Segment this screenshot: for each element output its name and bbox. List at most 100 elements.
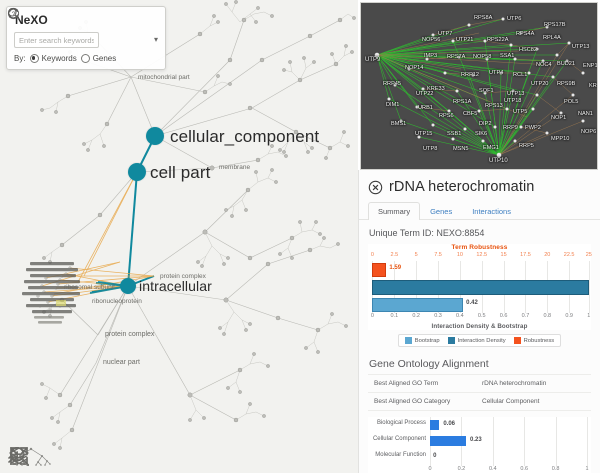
network-label-cellular-component: cellular_component bbox=[170, 127, 320, 146]
top-tick-3: 7.5 bbox=[434, 252, 442, 258]
go-bar-biological-process[interactable] bbox=[430, 420, 440, 430]
gene-interaction-network[interactable]: .g{stroke:#2fbf2f;stroke-width:.55;fill:… bbox=[360, 2, 598, 170]
go-tick-4: 0.8 bbox=[551, 466, 560, 472]
node-label-protein-complex: protein complex bbox=[105, 331, 155, 338]
go-value-biological-process: 0.06 bbox=[443, 420, 456, 427]
network-overview-button[interactable] bbox=[8, 445, 159, 467]
top-tick-4: 10 bbox=[456, 252, 463, 258]
radio-genes-label: Genes bbox=[92, 54, 117, 63]
bar-bootstrap[interactable] bbox=[372, 298, 464, 312]
table-row: Best Aligned GO Category Cellular Compon… bbox=[368, 393, 591, 411]
legend-item-interaction-density[interactable]: Interaction Density bbox=[447, 337, 506, 344]
detail-panel: rDNA heterochromatin Summary Genes Inter… bbox=[358, 170, 600, 473]
network-label-intracellular: intracellular bbox=[139, 278, 212, 294]
go-tick-0: 0 bbox=[428, 466, 432, 472]
search-icon[interactable] bbox=[8, 8, 116, 47]
go-cat-molecular-function: Molecular Function bbox=[375, 452, 426, 458]
top-tick-2: 5 bbox=[414, 252, 418, 258]
chart-legend: Bootstrap Interaction Density Robustness bbox=[397, 334, 562, 347]
go-alignment-table: Best Aligned GO Term rDNA heterochromati… bbox=[368, 374, 591, 411]
network-node-cellular-component[interactable] bbox=[146, 127, 164, 145]
legend-item-bootstrap[interactable]: Bootstrap bbox=[404, 337, 440, 344]
bot-tick-9: 0.9 bbox=[565, 313, 573, 319]
detail-header: rDNA heterochromatin bbox=[359, 170, 600, 199]
network-node-intracellular[interactable] bbox=[120, 278, 136, 294]
go-category-value: Cellular Component bbox=[482, 398, 540, 405]
ontology-network-graph: .e{stroke:#b9b9b4;stroke-width:.6;fill:n… bbox=[22, 0, 356, 450]
bot-tick-8: 0.8 bbox=[543, 313, 552, 319]
node-label-mitochondrial-part: mitochondrial part bbox=[138, 74, 190, 81]
layers-button[interactable] bbox=[9, 445, 194, 467]
tab-interactions[interactable]: Interactions bbox=[472, 207, 511, 216]
search-by-label: By: bbox=[14, 54, 26, 63]
go-value-molecular-function: 0 bbox=[433, 452, 437, 459]
detail-tabs: Summary Genes Interactions bbox=[359, 201, 600, 220]
chart-bottom-axis-title: Interaction Density & Bootstrap bbox=[431, 323, 528, 330]
bot-tick-0: 0 bbox=[370, 313, 374, 319]
top-tick-0: 0 bbox=[370, 252, 374, 258]
go-row-molecular-function: Molecular Function bbox=[368, 449, 591, 465]
canvas-toolbar bbox=[8, 445, 194, 467]
go-alignment-chart: Biological Process Cellular Component Mo… bbox=[368, 417, 591, 473]
bot-tick-2: 0.2 bbox=[412, 313, 420, 319]
bot-tick-3: 0.3 bbox=[434, 313, 442, 319]
go-value-cellular-component: 0.23 bbox=[470, 436, 482, 443]
bar-robustness[interactable] bbox=[372, 263, 387, 277]
go-tick-5: 1 bbox=[585, 466, 589, 472]
top-tick-6: 15 bbox=[500, 252, 507, 258]
bar-interaction-density[interactable] bbox=[372, 280, 589, 295]
radio-genes[interactable] bbox=[80, 54, 90, 63]
chart-plot-area: 1.59 0.42 bbox=[368, 261, 591, 313]
go-term-key: Best Aligned GO Term bbox=[374, 380, 439, 387]
search-by-keywords-radio[interactable]: Keywords bbox=[29, 54, 77, 63]
svg-text:?: ? bbox=[12, 11, 16, 18]
top-tick-7: 17.5 bbox=[520, 252, 531, 258]
legend-label-interaction-density: Interaction Density bbox=[457, 337, 506, 344]
chevron-down-icon[interactable]: ▾ bbox=[153, 35, 158, 44]
chart-bottom-axis: 0 0.1 0.2 0.3 0.4 0.5 0.6 0.7 0.8 0.9 1 bbox=[368, 313, 591, 322]
go-bar-cellular-component[interactable] bbox=[430, 436, 467, 446]
top-tick-9: 22.5 bbox=[563, 252, 575, 258]
radio-keywords[interactable] bbox=[29, 54, 39, 63]
help-icon[interactable]: ? bbox=[7, 7, 150, 47]
top-tick-1: 2.5 bbox=[390, 252, 399, 258]
legend-item-robustness[interactable]: Robustness bbox=[513, 337, 555, 344]
app-title: NeXO bbox=[15, 13, 48, 27]
go-alignment-title: Gene Ontology Alignment bbox=[369, 358, 489, 370]
chart-top-axis: 0 2.5 5 7.5 10 12.5 15 17.5 20 22.5 25 bbox=[368, 252, 592, 261]
legend-swatch-interaction-density bbox=[447, 337, 455, 344]
search-input[interactable] bbox=[14, 32, 99, 48]
go-category-key: Best Aligned GO Category bbox=[374, 398, 451, 405]
legend-label-robustness: Robustness bbox=[523, 337, 555, 344]
legend-label-bootstrap: Bootstrap bbox=[414, 337, 440, 344]
reset-icon[interactable] bbox=[8, 8, 133, 47]
bot-tick-6: 0.6 bbox=[499, 313, 508, 319]
close-circle-icon[interactable] bbox=[368, 180, 383, 195]
go-cat-cellular-component: Cellular Component bbox=[372, 436, 426, 442]
bot-tick-5: 0.5 bbox=[477, 313, 486, 319]
radio-keywords-label: Keywords bbox=[41, 54, 77, 63]
bar-value-bootstrap: 0.42 bbox=[466, 300, 478, 306]
search-by-genes-radio[interactable]: Genes bbox=[80, 54, 117, 63]
node-label-nuclear-part: nuclear part bbox=[103, 359, 140, 366]
detail-title: rDNA heterochromatin bbox=[389, 179, 535, 195]
go-tick-1: 0.2 bbox=[457, 466, 466, 472]
top-tick-8: 20 bbox=[544, 252, 551, 258]
bot-tick-10: 1 bbox=[587, 313, 591, 319]
tab-summary[interactable]: Summary bbox=[368, 202, 421, 220]
bot-tick-4: 0.4 bbox=[456, 313, 464, 319]
node-label-membrane: membrane bbox=[219, 164, 251, 171]
top-tick-5: 12.5 bbox=[476, 252, 488, 258]
go-cat-biological-process: Biological Process bbox=[376, 420, 426, 426]
bot-tick-7: 0.7 bbox=[521, 313, 530, 319]
chart-top-axis-title: Term Robustness bbox=[451, 244, 508, 251]
tab-genes[interactable]: Genes bbox=[430, 207, 453, 216]
go-x-axis: 0 0.2 0.4 0.6 0.8 1 bbox=[428, 466, 589, 473]
network-node-cell-part[interactable] bbox=[128, 163, 146, 181]
unique-term-id: Unique Term ID: NEXO:8854 bbox=[369, 228, 485, 238]
fit-screen-button[interactable] bbox=[10, 445, 100, 467]
ontology-network-canvas[interactable]: .e{stroke:#b9b9b4;stroke-width:.6;fill:n… bbox=[0, 0, 358, 473]
table-row: Best Aligned GO Term rDNA heterochromati… bbox=[368, 375, 591, 393]
legend-swatch-robustness bbox=[513, 337, 521, 344]
